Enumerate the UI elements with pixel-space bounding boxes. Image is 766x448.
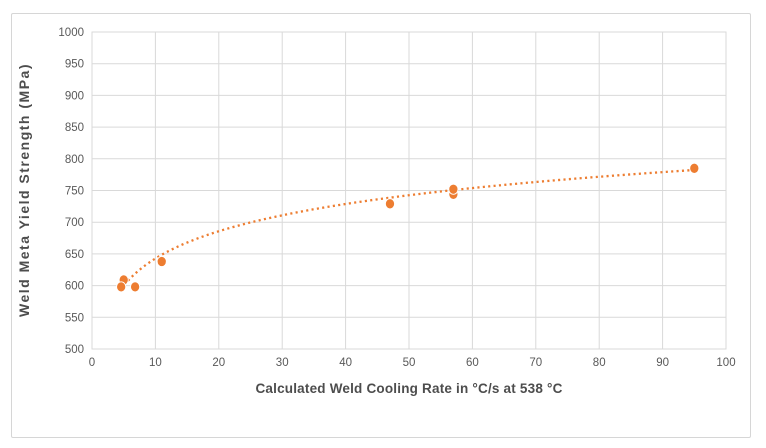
y-tick-label: 700 (65, 217, 84, 229)
data-point (157, 256, 166, 266)
y-tick-label: 650 (65, 249, 84, 261)
y-tick-label: 600 (65, 281, 84, 293)
y-tick-label: 900 (65, 90, 84, 102)
data-point (131, 282, 140, 292)
x-tick-label: 0 (89, 357, 95, 369)
x-tick-label: 20 (212, 357, 225, 369)
x-tick-label: 40 (339, 357, 352, 369)
data-point (449, 184, 458, 194)
data-point (385, 199, 394, 209)
x-tick-label: 90 (656, 357, 669, 369)
x-tick-label: 10 (149, 357, 162, 369)
x-tick-label: 30 (276, 357, 289, 369)
scatter-chart-canvas: 500 550 600 650 700 750 800 850 900 950 1000 0 10 20 3… (0, 0, 766, 448)
y-tick-label: 1000 (58, 27, 84, 39)
data-point (117, 282, 126, 292)
y-tick-label: 550 (65, 312, 84, 324)
y-tick-label: 950 (65, 59, 84, 71)
y-tick-label: 800 (65, 154, 84, 166)
x-tick-label: 70 (529, 357, 542, 369)
y-tick-label: 750 (65, 186, 84, 198)
y-tick-label: 850 (65, 122, 84, 134)
x-tick-label: 50 (403, 357, 416, 369)
y-tick-label: 500 (65, 344, 84, 356)
data-point (690, 163, 699, 173)
x-tick-label: 80 (593, 357, 606, 369)
x-tick-label: 100 (716, 357, 735, 369)
x-tick-label: 60 (466, 357, 479, 369)
